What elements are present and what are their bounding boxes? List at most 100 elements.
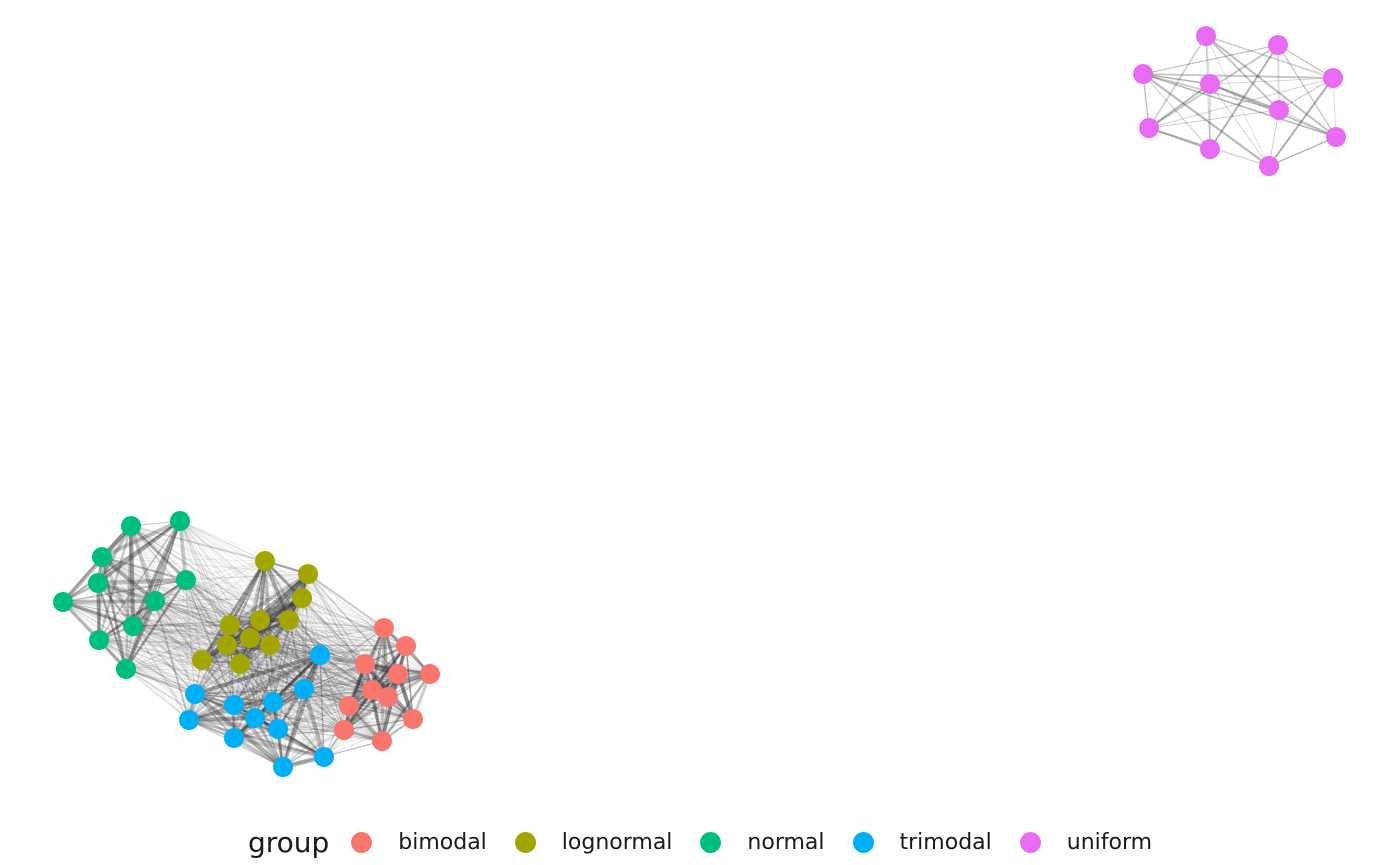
edge-between-groups (97, 582, 284, 768)
edge-between-groups (194, 637, 251, 695)
edge-between-groups (132, 560, 266, 627)
edge-between-groups (254, 717, 345, 731)
edge-between-groups (282, 663, 366, 768)
edge-between-groups (201, 627, 385, 661)
edge-between-groups (249, 637, 305, 690)
legend-key-trimodal (852, 831, 874, 853)
edge-between-groups (201, 659, 325, 758)
edge-uniform (1142, 44, 1279, 75)
legend-key-bimodal (351, 831, 373, 853)
edge-between-groups (179, 520, 407, 647)
edge-between-groups (125, 654, 321, 670)
edge-between-groups (101, 556, 279, 730)
edge-between-groups (154, 600, 350, 707)
edge-between-groups (154, 600, 235, 739)
legend-key-lognormal (514, 831, 536, 853)
edge-between-groups (62, 601, 271, 646)
edge-normal (124, 524, 133, 671)
edge-between-groups (101, 556, 190, 721)
edge-uniform (1209, 83, 1270, 167)
node-normal (170, 511, 190, 531)
edge-between-groups (307, 573, 399, 675)
edge-between-groups (303, 688, 383, 742)
node-lognormal (279, 610, 299, 630)
legend-label-bimodal: bimodal (398, 829, 487, 855)
edge-between-groups (301, 597, 383, 742)
edge-between-groups (233, 673, 431, 739)
edge-between-groups (194, 663, 366, 695)
edge-layer (60, 35, 1338, 770)
node-uniform (1268, 35, 1288, 55)
edge-normal (61, 600, 135, 628)
edge-between-groups (179, 520, 305, 690)
edge-between-groups (62, 597, 303, 603)
node-bimodal (362, 680, 382, 700)
edge-uniform (1148, 77, 1334, 129)
edge-between-groups (264, 560, 373, 691)
edge-between-groups (249, 637, 279, 730)
edge-between-groups (130, 525, 385, 629)
edge-between-groups (98, 639, 190, 721)
edge-between-groups (101, 556, 235, 739)
edge-trimodal (253, 716, 326, 759)
edge-between-groups (185, 579, 203, 661)
edge-between-groups (226, 644, 256, 719)
edge-between-groups (179, 520, 196, 695)
edge-between-groups (226, 644, 235, 739)
edge-between-groups (264, 560, 325, 758)
edge-between-groups (272, 689, 373, 703)
edge-uniform (1268, 77, 1334, 167)
edge-uniform (1148, 109, 1280, 129)
edge-between-groups (249, 637, 256, 719)
edge-between-groups (201, 659, 305, 690)
node-lognormal (292, 588, 312, 608)
edge-between-groups (101, 556, 274, 703)
edge-between-groups (185, 579, 261, 621)
edge-between-groups (233, 704, 414, 720)
edge-uniform (1278, 109, 1337, 138)
edge-between-groups (226, 644, 373, 691)
edge-between-groups (130, 525, 256, 719)
edge-between-groups (301, 597, 431, 675)
edge-between-groups (185, 579, 389, 698)
edge-between-groups (264, 560, 345, 731)
edge-between-groups (201, 659, 279, 730)
edge-between-groups (98, 639, 235, 739)
edge-between-groups (301, 597, 399, 675)
edge-between-groups (97, 582, 235, 739)
edge-uniform (1278, 77, 1334, 111)
edge-between-groups (277, 627, 385, 730)
edge-between-groups (272, 673, 399, 703)
edge-between-groups (97, 582, 303, 599)
edge-between-groups (319, 654, 373, 691)
edge-between-groups (307, 573, 431, 675)
edge-bimodal (342, 662, 367, 732)
edge-between-groups (97, 582, 196, 695)
edge-between-groups (154, 600, 190, 721)
node-uniform (1326, 127, 1346, 147)
edge-trimodal (186, 715, 258, 723)
edge-bimodal (405, 645, 414, 720)
edge-between-groups (179, 520, 231, 626)
edge-between-groups (226, 644, 414, 720)
edge-between-groups (132, 625, 284, 768)
node-uniform (1259, 156, 1279, 176)
edge-between-groups (179, 520, 235, 706)
edge-between-groups (249, 637, 383, 742)
edge-between-groups (179, 520, 366, 665)
node-bimodal (388, 664, 408, 684)
edge-between-groups (188, 663, 241, 721)
node-normal (92, 547, 112, 567)
node-bimodal (374, 618, 394, 638)
edge-between-groups (132, 625, 203, 661)
edge-bimodal (343, 718, 414, 731)
node-bimodal (420, 664, 440, 684)
edge-between-groups (269, 644, 399, 675)
edge-normal (97, 555, 104, 642)
edge-between-groups (301, 597, 373, 691)
node-trimodal (268, 719, 288, 739)
edge-between-groups (226, 644, 235, 706)
node-bimodal (334, 720, 354, 740)
edge-trimodal (186, 717, 281, 732)
edge-between-groups (179, 520, 399, 675)
